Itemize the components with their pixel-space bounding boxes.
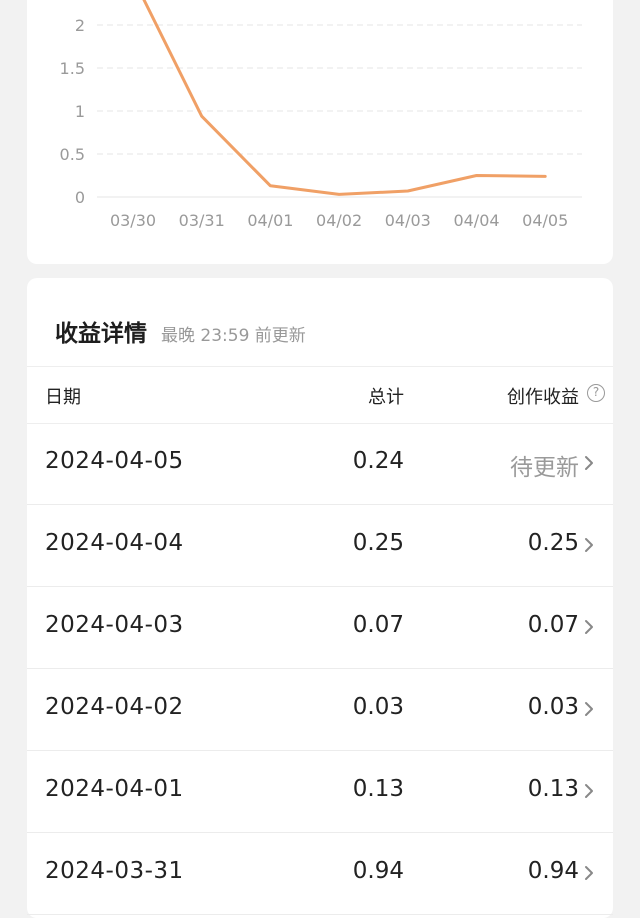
row-total: 0.07: [353, 612, 404, 638]
row-creation-earnings: 0.94: [528, 858, 579, 884]
row-date: 2024-04-03: [45, 612, 184, 638]
row-total: 0.25: [353, 530, 404, 556]
x-tick-label: 04/04: [453, 211, 499, 230]
row-date: 2024-04-01: [45, 776, 184, 802]
earnings-detail-card: 收益详情 最晚 23:59 前更新 日期 总计 创作收益 ? 2024-04-0…: [27, 278, 613, 918]
row-creation-earnings: 0.03: [528, 694, 579, 720]
chevron-right-icon: [582, 865, 596, 881]
row-creation-earnings: 待更新: [510, 448, 579, 482]
chevron-right-icon: [582, 619, 596, 635]
table-row[interactable]: 2024-04-04 0.25 0.25: [27, 505, 613, 587]
row-creation-earnings: 0.13: [528, 776, 579, 802]
series-line: [133, 0, 545, 194]
table-row[interactable]: 2024-04-05 0.24 待更新: [27, 423, 613, 505]
row-creation-earnings: 0.25: [528, 530, 579, 556]
earnings-line-chart: 0 0.5 1 1.5 2 03/30 03/31 04/01 04/02 04/03 04/04 0…: [27, 0, 613, 264]
y-tick-label: 0.5: [60, 145, 85, 164]
y-tick-label: 1.5: [60, 59, 85, 78]
detail-header: 收益详情 最晚 23:59 前更新: [55, 314, 306, 348]
table-row[interactable]: 2024-03-31 0.94 0.94: [27, 833, 613, 915]
table-row[interactable]: 2024-04-02 0.03 0.03: [27, 669, 613, 751]
y-tick-label: 0: [75, 188, 85, 207]
x-tick-label: 04/03: [385, 211, 431, 230]
table-row[interactable]: 2024-04-03 0.07 0.07: [27, 587, 613, 669]
x-tick-label: 03/30: [110, 211, 156, 230]
detail-update-note: 最晚 23:59 前更新: [161, 321, 306, 346]
table-row[interactable]: 2024-04-01 0.13 0.13: [27, 751, 613, 833]
row-date: 2024-04-04: [45, 530, 184, 556]
row-total: 0.24: [353, 448, 404, 474]
earnings-chart-card: 0 0.5 1 1.5 2 03/30 03/31 04/01 04/02 04/03 04/04 0…: [27, 0, 613, 264]
chevron-right-icon: [582, 455, 596, 471]
chevron-right-icon: [582, 701, 596, 717]
row-total: 0.13: [353, 776, 404, 802]
row-date: 2024-04-02: [45, 694, 184, 720]
x-tick-label: 04/05: [522, 211, 568, 230]
x-tick-label: 04/02: [316, 211, 362, 230]
chevron-right-icon: [582, 537, 596, 553]
row-date: 2024-04-05: [45, 448, 184, 474]
y-tick-label: 1: [75, 102, 85, 121]
row-total: 0.03: [353, 694, 404, 720]
table-header: 日期 总计 创作收益 ?: [27, 366, 613, 424]
column-header-date: 日期: [45, 383, 81, 409]
detail-title: 收益详情: [55, 314, 147, 348]
column-header-creation-earnings: 创作收益: [507, 383, 579, 409]
x-tick-label: 04/01: [247, 211, 293, 230]
y-tick-label: 2: [75, 16, 85, 35]
row-date: 2024-03-31: [45, 858, 184, 884]
row-creation-earnings: 0.07: [528, 612, 579, 638]
row-total: 0.94: [353, 858, 404, 884]
question-circle-icon[interactable]: ?: [587, 384, 605, 402]
x-tick-label: 03/31: [179, 211, 225, 230]
column-header-total: 总计: [368, 383, 404, 409]
chevron-right-icon: [582, 783, 596, 799]
